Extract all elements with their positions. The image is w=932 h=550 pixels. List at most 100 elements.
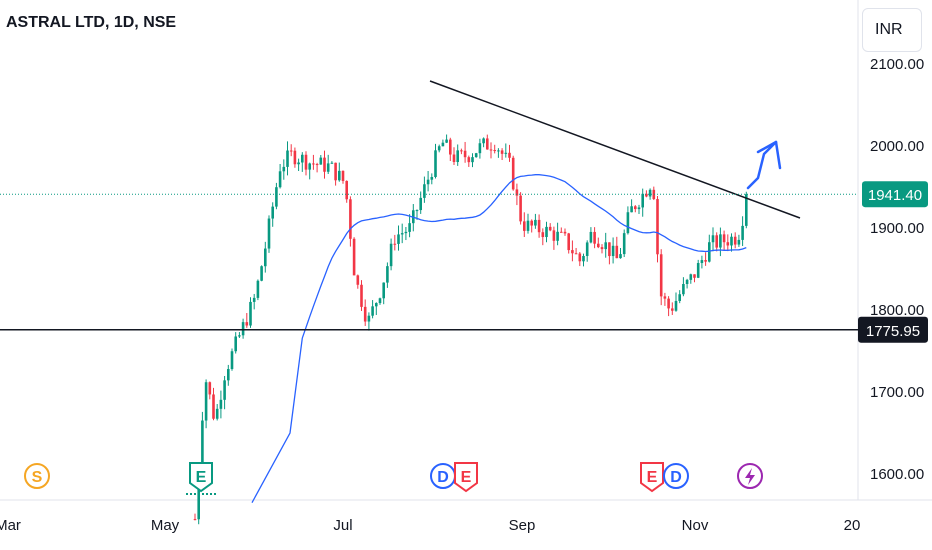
- candle-body: [460, 150, 463, 152]
- candle-body: [574, 253, 578, 255]
- candle-body: [715, 235, 718, 248]
- current-price-badge: [862, 181, 928, 208]
- candle-body: [630, 206, 633, 213]
- candle-body: [548, 226, 552, 231]
- candle-body: [504, 152, 508, 154]
- candle-body: [567, 233, 570, 251]
- candle-body: [367, 315, 371, 322]
- earnings-marker[interactable]: [189, 462, 213, 493]
- candle-body: [319, 157, 323, 165]
- candle-body: [219, 399, 223, 409]
- candle-body: [667, 298, 670, 309]
- candle-body: [685, 279, 689, 284]
- earnings-marker-label: E: [647, 469, 658, 486]
- candle-body: [193, 519, 197, 521]
- candle-body: [545, 226, 548, 238]
- projection-arrow[interactable]: [746, 140, 778, 190]
- projection-arrowhead: [756, 140, 782, 170]
- candle-body: [552, 230, 556, 241]
- candle-body: [204, 382, 208, 421]
- candle-body: [452, 154, 456, 163]
- candle-body: [278, 171, 282, 188]
- earnings-marker[interactable]: [640, 462, 664, 493]
- candle-body: [626, 212, 630, 234]
- candle-body: [563, 231, 567, 234]
- candle-body: [386, 266, 389, 283]
- dividend-marker-label: D: [670, 469, 682, 486]
- price-tick-label: 1900.00: [870, 220, 924, 237]
- dividend-marker[interactable]: [663, 463, 689, 489]
- time-tick-label: May: [151, 517, 180, 534]
- candle-body: [315, 164, 319, 166]
- candle-body: [415, 210, 419, 212]
- candle-body: [241, 322, 245, 336]
- candle-body: [641, 193, 644, 208]
- candle-body: [745, 194, 748, 226]
- earnings-marker-label: E: [461, 469, 472, 486]
- candle-body: [634, 206, 637, 210]
- current-price-label: 1941.40: [868, 187, 922, 204]
- candle-body: [704, 260, 707, 262]
- candle-body: [467, 157, 471, 163]
- candle-body: [434, 150, 437, 178]
- resistance-trendline[interactable]: [429, 80, 801, 219]
- candle-body: [622, 233, 626, 255]
- candle-body: [722, 234, 726, 243]
- candle-body: [578, 253, 582, 262]
- candle-body: [489, 149, 493, 151]
- split-marker[interactable]: [24, 463, 50, 489]
- candle-body: [360, 284, 363, 307]
- candle-body: [659, 254, 663, 297]
- support-price-label: 1775.95: [866, 323, 920, 340]
- earnings-marker[interactable]: [454, 462, 478, 493]
- candle-body: [400, 233, 404, 235]
- candle-body: [345, 180, 348, 200]
- time-tick-label: Sep: [509, 517, 536, 534]
- candle-body: [585, 242, 589, 256]
- time-tick-label: Nov: [682, 517, 709, 534]
- candle-body: [693, 274, 696, 278]
- candle-body: [271, 206, 274, 219]
- candle-body: [648, 189, 652, 197]
- candle-body: [408, 223, 411, 232]
- candle-body: [293, 150, 297, 165]
- candle-body: [264, 248, 267, 267]
- candle-body: [297, 162, 300, 165]
- candle-body: [589, 231, 593, 243]
- candle-body: [463, 150, 467, 158]
- candle-body: [600, 247, 604, 250]
- candle-body: [227, 369, 230, 381]
- candle-body: [286, 150, 289, 167]
- candle-body: [597, 243, 600, 248]
- candle-body: [326, 163, 330, 172]
- support-price-badge: [858, 316, 928, 343]
- candle-body: [708, 242, 711, 262]
- candle-body: [430, 177, 434, 180]
- candle-body: [593, 231, 596, 244]
- candle-body: [508, 152, 511, 158]
- price-tick-label: 1700.00: [870, 384, 924, 401]
- candle-body: [534, 219, 537, 226]
- candle-body: [604, 242, 607, 250]
- candle-body: [349, 199, 352, 239]
- currency-button[interactable]: INR: [862, 8, 922, 52]
- candle-body: [537, 219, 541, 233]
- candle-body: [289, 150, 293, 152]
- candle-body: [582, 255, 585, 262]
- candle-body: [234, 336, 237, 352]
- candle-body: [719, 234, 722, 248]
- candle-body: [334, 162, 337, 181]
- candle-body: [696, 263, 700, 278]
- candle-body: [497, 150, 500, 152]
- candle-body: [215, 408, 219, 419]
- candle-body: [656, 199, 659, 255]
- candle-body: [726, 242, 730, 246]
- candle-body: [611, 245, 615, 257]
- candle-body: [397, 234, 400, 244]
- time-tick-label: Mar: [0, 517, 21, 534]
- candle-body: [733, 236, 737, 245]
- candle-body: [256, 280, 260, 298]
- candle-body: [526, 220, 530, 231]
- candle-body: [560, 231, 563, 233]
